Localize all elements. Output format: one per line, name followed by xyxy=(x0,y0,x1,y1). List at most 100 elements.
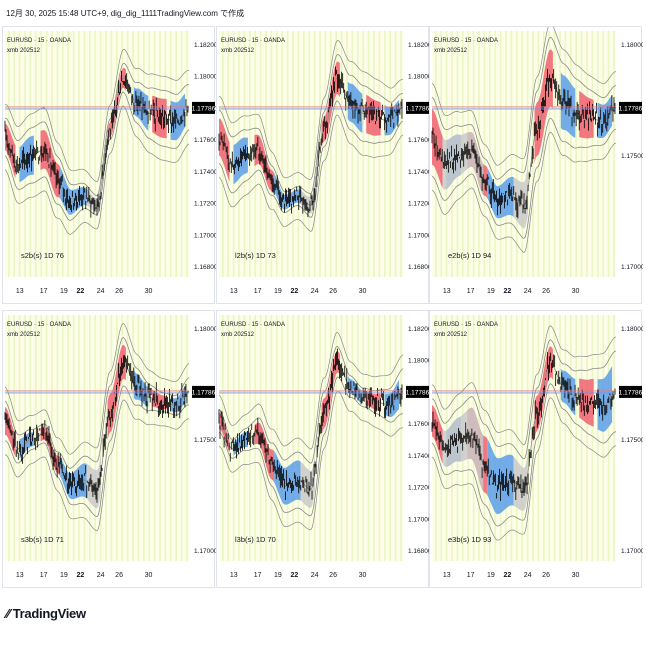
session-stripe xyxy=(570,31,572,277)
x-tick-label: 17 xyxy=(254,572,262,579)
x-tick-label: 22 xyxy=(77,572,85,579)
session-stripe xyxy=(483,31,486,277)
session-stripe xyxy=(51,315,53,561)
y-tick-label: 1.18000 xyxy=(621,326,643,333)
session-stripe xyxy=(72,315,75,561)
symbol-label: EURUSD · 15 · OANDA xyxy=(7,322,71,328)
x-tick-label: 26 xyxy=(115,572,123,579)
session-stripe xyxy=(400,31,402,277)
y-tick-label: 1.16800 xyxy=(194,264,216,271)
session-stripe xyxy=(580,315,583,561)
session-stripe xyxy=(543,315,545,561)
session-stripe xyxy=(516,31,518,277)
tradingview-logo[interactable]: ⁄⁄ TradingView xyxy=(6,606,86,621)
x-tick-label: 26 xyxy=(542,288,550,295)
session-stripe xyxy=(570,315,572,561)
session-stripe xyxy=(126,315,129,561)
session-stripe xyxy=(559,315,561,561)
chart-svg-e2b[interactable]: 1.18000 1.17500 1.17000 1.17786 13 17 19 22 24 26… xyxy=(430,27,643,305)
outer-band-upper xyxy=(4,322,190,455)
session-stripe xyxy=(186,315,188,561)
x-tick-label: 24 xyxy=(311,288,319,295)
session-stripe xyxy=(384,315,386,561)
y-tick-label: 1.17400 xyxy=(408,453,430,460)
signal-fill xyxy=(40,426,61,477)
session-stripe xyxy=(400,315,402,561)
price-tag xyxy=(406,101,429,114)
outer-band-upper xyxy=(4,49,190,183)
session-stripe xyxy=(591,31,594,277)
session-stripe xyxy=(137,315,140,561)
session-stripe xyxy=(373,315,375,561)
indicator-label: s2b(s) 1D 76 xyxy=(21,251,64,260)
x-tick-label: 24 xyxy=(97,288,105,295)
x-tick-label: 13 xyxy=(230,288,238,295)
subtitle-label: xmb 202512 xyxy=(434,332,468,338)
session-stripe xyxy=(548,31,550,277)
band-line-upper xyxy=(431,339,617,460)
y-tick-label: 1.17000 xyxy=(408,232,430,239)
symbol-label: EURUSD · 15 · OANDA xyxy=(7,38,71,44)
session-stripe xyxy=(126,31,129,277)
y-tick-label: 1.17000 xyxy=(621,548,643,555)
x-tick-label: 30 xyxy=(145,288,153,295)
band-line-upper xyxy=(431,36,617,180)
outer-band-upper xyxy=(218,40,404,180)
chart-panel-s3b[interactable]: 1.18000 1.17500 1.17000 1.17786 13 17 19 22 24 26… xyxy=(2,310,216,589)
x-tick-label: 19 xyxy=(60,288,68,295)
x-tick-label: 24 xyxy=(524,288,532,295)
session-stripe xyxy=(607,315,610,561)
price-tag xyxy=(406,385,429,398)
session-stripe xyxy=(378,31,381,277)
session-stripe xyxy=(330,31,332,277)
chart-svg-l3b[interactable]: 1.182001.180001.178001.176001.174001.172… xyxy=(217,311,430,589)
session-stripe xyxy=(516,315,518,561)
session-stripe xyxy=(110,31,113,277)
session-stripe xyxy=(597,315,599,561)
price-tag-label: 1.17786 xyxy=(619,389,643,396)
session-stripe xyxy=(335,315,337,561)
price-tag xyxy=(192,385,215,398)
chart-svg-e3b[interactable]: 1.18000 1.17500 1.17000 1.17786 13 17 19 22 24 26… xyxy=(430,311,643,589)
outer-band-lower xyxy=(4,399,190,532)
x-tick-label: 26 xyxy=(329,572,337,579)
chart-panel-e2b[interactable]: 1.18000 1.17500 1.17000 1.17786 13 17 19 22 24 26… xyxy=(429,26,643,305)
session-stripe xyxy=(276,315,278,561)
session-stripe xyxy=(313,31,316,277)
subtitle-label: xmb 202512 xyxy=(434,48,468,54)
band-line-upper xyxy=(218,54,404,194)
chart-svg-l2b[interactable]: 1.182001.180001.178001.176001.174001.172… xyxy=(217,27,430,305)
chart-svg-s3b[interactable]: 1.18000 1.17500 1.17000 1.17786 13 17 19 22 24 26… xyxy=(3,311,216,589)
y-tick-label: 1.18000 xyxy=(194,74,216,81)
subtitle-label: xmb 202512 xyxy=(7,48,41,54)
y-tick-label: 1.17200 xyxy=(408,485,430,492)
y-tick-label: 1.18000 xyxy=(621,42,643,49)
session-stripe xyxy=(148,31,150,277)
x-tick-label: 26 xyxy=(115,288,123,295)
session-stripe xyxy=(180,315,183,561)
x-tick-label: 13 xyxy=(443,288,451,295)
y-tick-label: 1.17000 xyxy=(194,232,216,239)
session-stripe xyxy=(308,315,310,561)
session-stripe xyxy=(99,31,102,277)
session-stripe xyxy=(281,31,283,277)
signal-fill xyxy=(40,130,61,199)
session-stripe xyxy=(153,315,156,561)
session-stripe xyxy=(494,315,496,561)
session-stripe xyxy=(367,315,370,561)
chart-panel-s2b[interactable]: 1.182001.180001.178001.176001.174001.172… xyxy=(2,26,216,305)
chart-panel-l3b[interactable]: 1.182001.180001.178001.176001.174001.172… xyxy=(216,310,430,589)
indicator-label: s3b(s) 1D 71 xyxy=(21,535,64,544)
session-stripe xyxy=(564,315,567,561)
session-stripe xyxy=(319,315,321,561)
session-stripe xyxy=(137,31,140,277)
y-tick-label: 1.17600 xyxy=(408,421,430,428)
signal-fill xyxy=(487,167,514,219)
chart-panel-l2b[interactable]: 1.182001.180001.178001.176001.174001.172… xyxy=(216,26,430,305)
session-stripe xyxy=(72,31,75,277)
session-stripe xyxy=(62,31,64,277)
signal-fill xyxy=(274,451,301,505)
chart-panel-e3b[interactable]: 1.18000 1.17500 1.17000 1.17786 13 17 19 22 24 26… xyxy=(429,310,643,589)
price-tag-label: 1.17786 xyxy=(192,105,216,112)
chart-svg-s2b[interactable]: 1.182001.180001.178001.176001.174001.172… xyxy=(3,27,216,305)
